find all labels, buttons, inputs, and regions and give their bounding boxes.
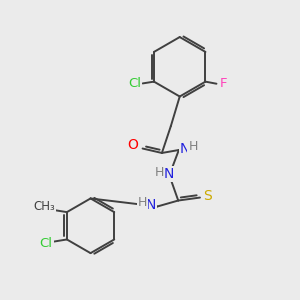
Text: F: F — [220, 76, 227, 90]
Text: H: H — [138, 196, 147, 209]
Text: N: N — [180, 142, 190, 155]
Text: Cl: Cl — [40, 237, 52, 250]
Text: H: H — [155, 166, 164, 179]
Text: Cl: Cl — [128, 76, 141, 90]
Text: S: S — [204, 189, 212, 203]
Text: H: H — [188, 140, 198, 153]
Text: N: N — [146, 198, 156, 212]
Text: CH₃: CH₃ — [33, 200, 55, 213]
Text: O: O — [127, 138, 138, 152]
Text: N: N — [163, 167, 174, 182]
